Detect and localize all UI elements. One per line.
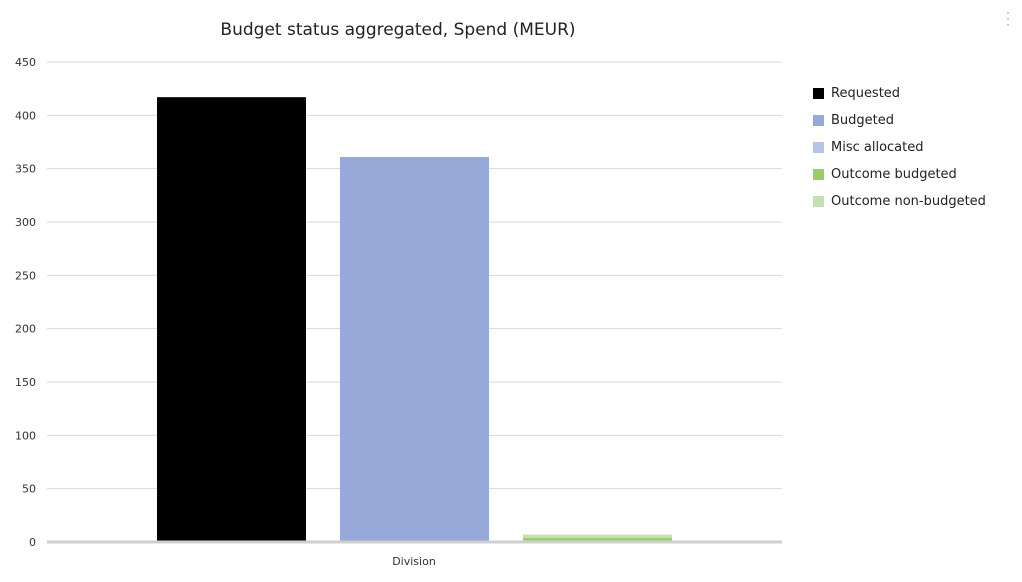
y-tick-label: 250	[15, 269, 36, 282]
legend-swatch	[813, 115, 824, 126]
legend-item-misc-allocated[interactable]: Misc allocated	[813, 134, 986, 161]
y-tick-label: 200	[15, 323, 36, 336]
legend-label: Budgeted	[831, 113, 895, 128]
legend: Requested Budgeted Misc allocated Outcom…	[813, 80, 986, 215]
legend-label: Misc allocated	[831, 140, 924, 155]
bar-outcome-non-budgeted[interactable]	[523, 534, 672, 538]
more-vertical-icon[interactable]: · · ·	[1006, 6, 1010, 32]
y-tick-label: 300	[15, 216, 36, 229]
legend-swatch	[813, 196, 824, 207]
bar-budgeted[interactable]	[340, 156, 489, 542]
y-tick-label: 50	[22, 483, 36, 496]
y-tick-label: 0	[29, 536, 36, 549]
legend-label: Outcome budgeted	[831, 167, 957, 182]
legend-swatch	[813, 169, 824, 180]
legend-item-budgeted[interactable]: Budgeted	[813, 107, 986, 134]
y-tick-label: 400	[15, 109, 36, 122]
y-tick-label: 450	[15, 56, 36, 69]
legend-label: Outcome non-budgeted	[831, 194, 986, 209]
bar-requested[interactable]	[157, 97, 306, 542]
chart-title: Budget status aggregated, Spend (MEUR)	[220, 20, 576, 40]
x-tick-label: Division	[392, 555, 436, 568]
legend-swatch	[813, 88, 824, 99]
legend-item-outcome-budgeted[interactable]: Outcome budgeted	[813, 161, 986, 188]
legend-swatch	[813, 142, 824, 153]
bar-outcome-budgeted[interactable]	[523, 537, 672, 542]
y-tick-label: 350	[15, 163, 36, 176]
y-tick-label: 100	[15, 429, 36, 442]
legend-label: Requested	[831, 86, 901, 101]
legend-item-outcome-non-budgeted[interactable]: Outcome non-budgeted	[813, 188, 986, 215]
y-tick-label: 150	[15, 376, 36, 389]
legend-item-requested[interactable]: Requested	[813, 80, 986, 107]
